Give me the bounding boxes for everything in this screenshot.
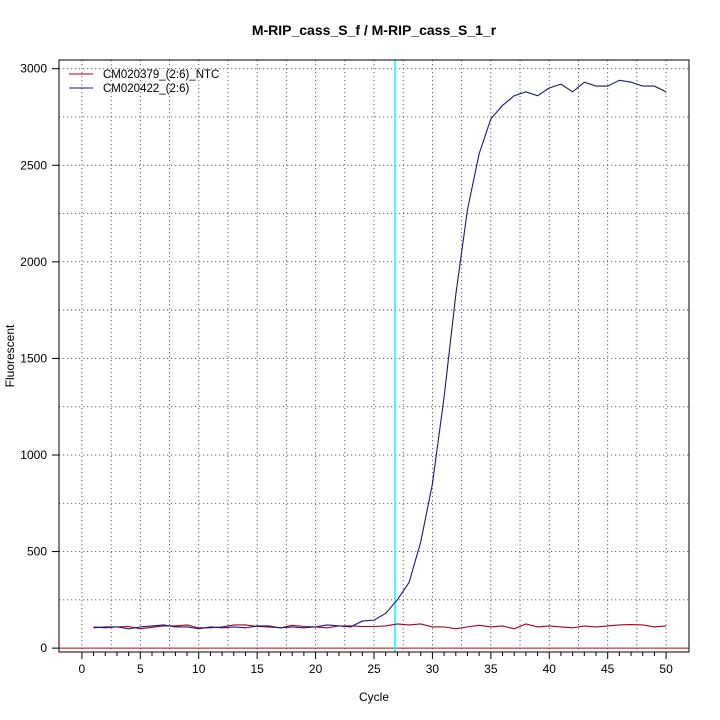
y-tick-label: 1500: [20, 351, 47, 365]
series-line-2: [93, 79, 667, 630]
x-tick-label: 0: [79, 662, 86, 676]
x-tick-label: 35: [484, 662, 498, 676]
axes: 0 5 10 15 20 25 30 35 40 45 5005001000150020002500…: [20, 62, 673, 676]
series-line-1: [93, 623, 667, 630]
y-tick-label: 2500: [20, 158, 47, 172]
x-tick-label: 40: [543, 662, 557, 676]
x-tick-label: 5: [137, 662, 144, 676]
x-tick-label: 45: [601, 662, 615, 676]
x-tick-label: 20: [309, 662, 323, 676]
y-tick-label: 1000: [20, 448, 47, 462]
x-tick-label: 50: [659, 662, 673, 676]
x-tick-label: 30: [426, 662, 440, 676]
legend-label: CM020379_(2:6)_NTC: [103, 69, 219, 81]
y-tick-label: 2000: [20, 255, 47, 269]
grid: [59, 60, 689, 652]
chart-title: M-RIP_cass_S_f / M-RIP_cass_S_1_r: [252, 22, 497, 38]
threshold-layer: [59, 60, 689, 652]
y-tick-label: 500: [27, 545, 47, 559]
y-tick-label: 0: [40, 641, 47, 655]
x-tick-label: 15: [250, 662, 264, 676]
series-layer: [93, 79, 667, 630]
y-tick-label: 3000: [20, 62, 47, 76]
x-tick-label: 25: [367, 662, 381, 676]
x-axis-label: Cycle: [359, 690, 389, 704]
x-tick-label: 10: [192, 662, 206, 676]
legend-label: CM020422_(2:6): [103, 83, 189, 95]
legend: CM020379_(2:6)_NTC CM020422_(2:6): [69, 69, 219, 95]
y-axis-label: Fluorescent: [3, 324, 17, 387]
